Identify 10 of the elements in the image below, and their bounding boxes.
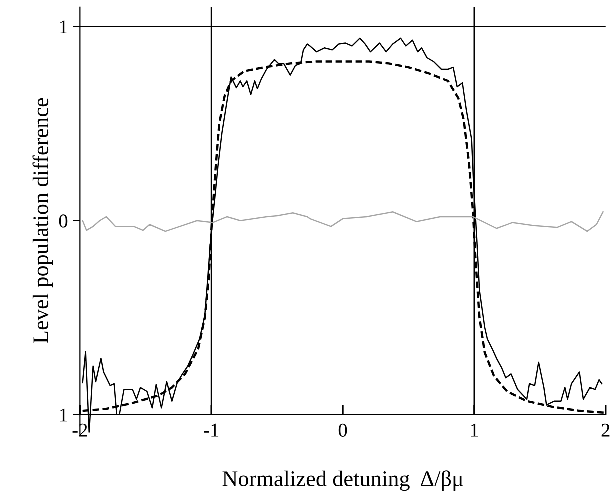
y-tick-label: 1 — [60, 408, 68, 422]
x-tick-label: 1 — [471, 424, 478, 437]
line-series — [82, 212, 604, 232]
y-axis-title: Level population difference — [32, 98, 54, 344]
x-tick-label: 0 — [338, 424, 348, 437]
x-tick-label: 2 — [602, 424, 610, 437]
x-axis-title: Normalized detuning Δ/βμ — [222, 470, 464, 492]
y-tick-label: 1 — [60, 20, 68, 34]
y-tick-label: 0 — [59, 214, 68, 228]
x-tick-label: -1 — [204, 424, 219, 437]
